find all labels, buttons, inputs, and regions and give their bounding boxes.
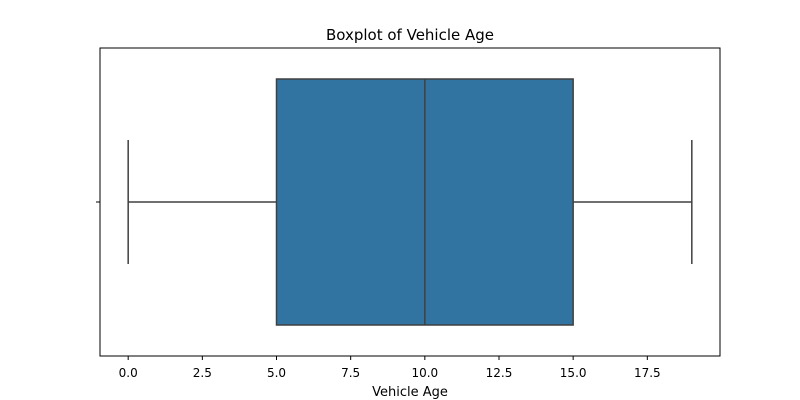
x-tick-label: 2.5 bbox=[193, 366, 212, 380]
x-axis-ticks: 0.0 2.5 5.0 7.5 10.0 12.5 15.0 17.5 bbox=[119, 356, 661, 380]
chart-title: Boxplot of Vehicle Age bbox=[326, 26, 494, 44]
x-tick-label: 5.0 bbox=[267, 366, 286, 380]
x-tick-label: 0.0 bbox=[119, 366, 138, 380]
x-tick-label: 15.0 bbox=[560, 366, 587, 380]
plot-layer bbox=[127, 78, 693, 326]
x-tick-label: 10.0 bbox=[411, 366, 438, 380]
x-tick-label: 7.5 bbox=[341, 366, 360, 380]
x-tick-label: 17.5 bbox=[634, 366, 661, 380]
x-axis-label: Vehicle Age bbox=[372, 385, 448, 400]
x-tick-label: 12.5 bbox=[486, 366, 513, 380]
